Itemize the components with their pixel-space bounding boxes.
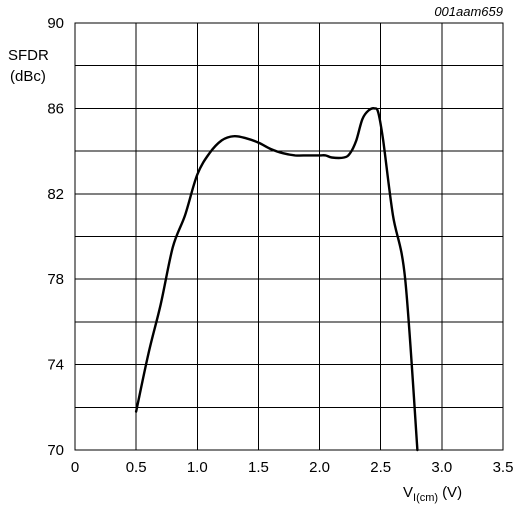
reference-code: 001aam659 (434, 4, 503, 19)
y-tick-label-0: 70 (47, 442, 64, 459)
x-axis-label-subscript: I(cm) (413, 492, 438, 504)
x-axis-label-unit: (V) (442, 484, 462, 501)
x-tick-label-4: 2.0 (309, 459, 330, 476)
grid (74, 22, 504, 451)
tick-labels: 0 0.5 1.0 1.5 2.0 2.5 3.0 3.5 70 74 78 82 86 90 (47, 15, 513, 476)
y-tick-label-5: 90 (47, 15, 64, 32)
x-tick-label-3: 1.5 (248, 459, 269, 476)
y-tick-label-4: 86 (47, 100, 64, 117)
sfdr-curve (134, 107, 419, 452)
x-tick-label-5: 2.5 (370, 459, 391, 476)
y-axis-label-line1: SFDR (8, 47, 49, 64)
x-tick-label-1: 0.5 (126, 459, 147, 476)
y-tick-label-1: 74 (47, 357, 64, 374)
x-tick-label-0: 0 (71, 459, 79, 476)
x-tick-label-7: 3.5 (493, 459, 514, 476)
x-tick-label-2: 1.0 (187, 459, 208, 476)
y-tick-label-3: 82 (47, 186, 64, 203)
y-tick-label-2: 78 (47, 271, 64, 288)
x-axis-label: VI(cm) (V) (403, 484, 462, 504)
plot-frame (74, 22, 504, 451)
y-axis-label-line2: (dBc) (10, 68, 46, 85)
x-tick-label-6: 3.0 (431, 459, 452, 476)
x-axis-label-main: V (403, 484, 413, 501)
